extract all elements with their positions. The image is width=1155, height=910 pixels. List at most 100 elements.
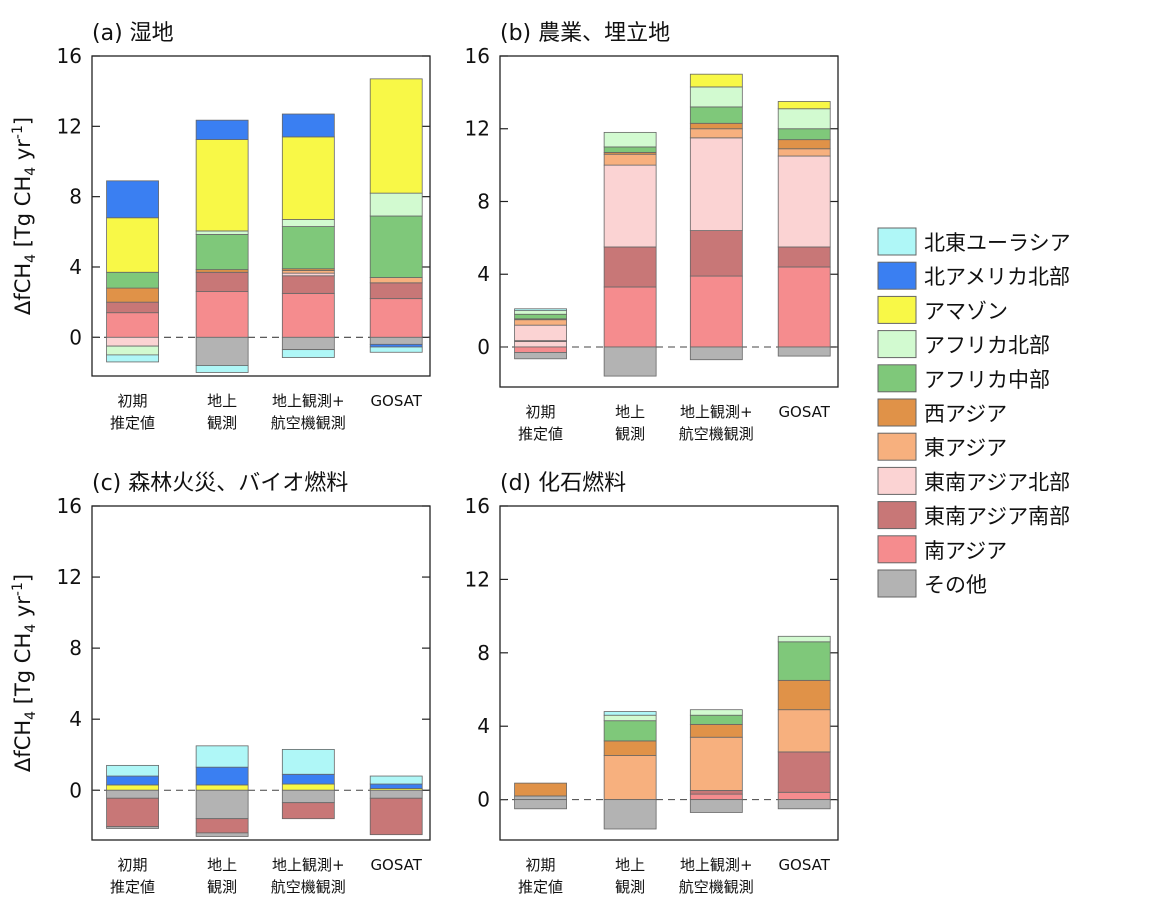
y-axis-label-part: 4 [23, 167, 39, 176]
bar-segment-n_africa [195, 230, 249, 235]
category-label: 観測 [615, 425, 645, 443]
bar-segment-other [514, 795, 567, 801]
bar-segment-s_se_asia [369, 282, 423, 300]
y-tick-label: 8 [477, 189, 490, 213]
y-tick-label: 8 [69, 636, 82, 660]
category-label: 地上観測+ [680, 856, 753, 874]
bar-segment-w_asia [603, 740, 657, 756]
category-label: 航空機観測 [271, 878, 346, 896]
bar-segment-s_asia [195, 291, 249, 338]
bar-segment-s_asia [603, 286, 657, 348]
bar-segment-s_asia [689, 275, 743, 348]
bar-segment-other [281, 789, 335, 804]
bar-segment-e_asia [603, 755, 657, 801]
category-label: 航空機観測 [679, 425, 754, 443]
y-tick-label: 16 [465, 494, 490, 518]
y-tick-label: 12 [465, 567, 490, 591]
bar-segment-c_africa [777, 641, 831, 681]
category-label: 初期 [118, 392, 148, 410]
legend-swatch-other [877, 569, 917, 598]
category-label: 推定値 [110, 878, 155, 896]
legend-label-n_africa: アフリカ北部 [924, 334, 1050, 358]
y-tick-label: 4 [477, 262, 490, 286]
bar-segment-other [369, 336, 423, 345]
bar-segment-c_africa [603, 146, 657, 153]
bar-segment-s_asia [777, 791, 831, 801]
bar-segment-n_africa [689, 86, 743, 108]
category-label: 地上 [207, 856, 237, 874]
bar-segment-north_america [195, 766, 249, 786]
legend-label-w_asia: 西アジア [924, 402, 1007, 426]
bar-segment-s_se_asia [603, 246, 657, 288]
legend-swatch-ne_eurasia [877, 227, 917, 256]
bar-segment-c_africa [514, 313, 567, 320]
legend-swatch-n_se_asia [877, 466, 917, 495]
y-axis-label: ΔfCH4 [Tg CH4 yr-1] [10, 117, 39, 315]
legend-label-s_asia: 南アジア [924, 539, 1007, 563]
category-label: 地上観測+ [680, 403, 753, 421]
category-label: 航空機観測 [271, 414, 346, 432]
bar-segment-north_america [369, 783, 423, 789]
bar-segment-other [195, 336, 249, 366]
bar-segment-e_asia [777, 148, 831, 157]
bar-segment-c_africa [195, 234, 249, 271]
bar-segment-s_se_asia [281, 275, 335, 294]
panel-title: (b) 農業、埋立地 [500, 21, 670, 46]
y-axis-label: ΔfCH4 [Tg CH4 yr-1] [10, 574, 39, 772]
plot-frame [499, 505, 839, 841]
y-tick-label: 8 [69, 185, 82, 209]
bar-segment-north_america [106, 775, 159, 786]
bar-segment-e_asia [369, 277, 423, 284]
bar-segment-n_africa [106, 345, 159, 356]
y-tick-label: 0 [69, 778, 82, 802]
bar-segment-c_africa [106, 271, 159, 289]
bar-segment-w_asia [106, 287, 159, 303]
bar-segment-other [195, 789, 249, 820]
legend-swatch-s_asia [877, 535, 917, 564]
category-label: 地上 [615, 856, 645, 874]
bar-segment-other [603, 346, 657, 377]
category-label: GOSAT [778, 856, 830, 874]
legend: 北東ユーラシア北アメリカ北部アマゾンアフリカ北部アフリカ中部西アジア東アジア東南… [877, 227, 1071, 598]
bar-segment-amazon [106, 784, 159, 791]
legend-swatch-w_asia [877, 398, 917, 427]
bar-segment-s_se_asia [106, 301, 159, 314]
y-axis-label-part: ΔfCH [11, 263, 35, 315]
category-label: 航空機観測 [679, 878, 754, 896]
bar-segment-n_se_asia [603, 164, 657, 248]
bar-segment-other [514, 799, 567, 810]
bar-segment-s_asia [689, 793, 743, 801]
category-label: 観測 [615, 878, 645, 896]
legend-swatch-c_africa [877, 364, 917, 393]
bar-segment-amazon [106, 217, 159, 273]
bar-segment-n_africa [777, 108, 831, 130]
bar-segment-ne_eurasia [195, 745, 249, 768]
bar-segment-c_africa [689, 106, 743, 124]
bar-segment-ne_eurasia [106, 354, 159, 363]
bar-segment-w_asia [689, 122, 743, 130]
plot-frame [91, 505, 431, 841]
bar-segment-ne_eurasia [369, 775, 423, 785]
y-axis-label-part: yr [11, 596, 35, 624]
bar-segment-s_asia [369, 298, 423, 338]
bar-segment-c_africa [281, 226, 335, 270]
bar-segment-other [777, 346, 831, 357]
category-label: 推定値 [518, 878, 563, 896]
bar-segment-ne_eurasia [195, 365, 249, 373]
plot-frame [91, 55, 431, 377]
y-axis-label-part: 4 [23, 254, 39, 263]
bar-segment-other [689, 346, 743, 361]
y-axis-label-part: -1 [10, 582, 26, 596]
y-tick-label: 16 [465, 44, 490, 68]
bar-segment-other [106, 789, 159, 799]
y-tick-label: 16 [57, 494, 82, 518]
bar-segment-n_africa [777, 635, 831, 643]
y-tick-label: 0 [477, 335, 490, 359]
bar-segment-s_asia [106, 312, 159, 338]
category-label: 推定値 [110, 414, 155, 432]
bar-segment-e_asia [603, 153, 657, 166]
y-axis-label-part: ] [11, 574, 35, 582]
